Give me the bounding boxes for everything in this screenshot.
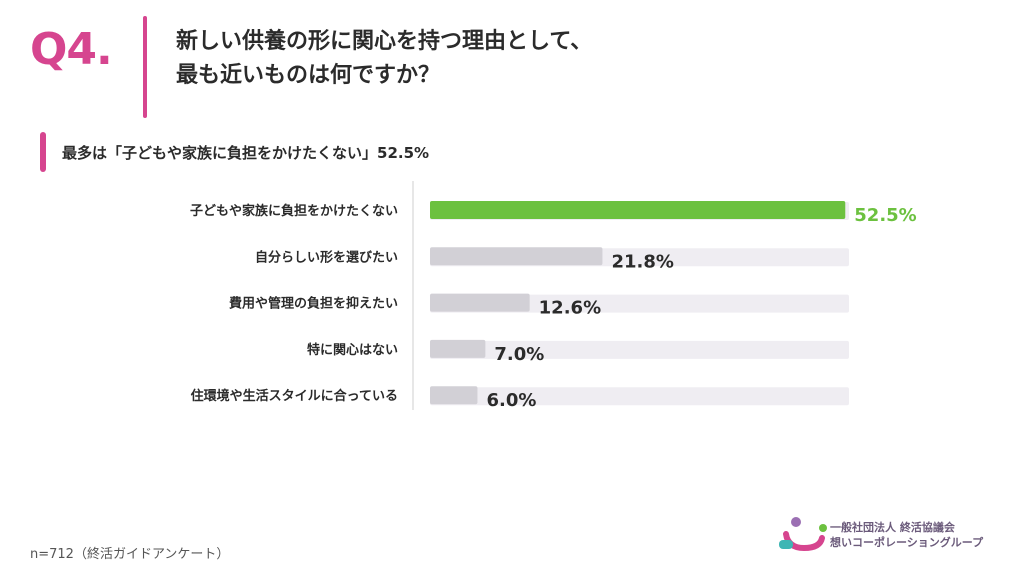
organization-logo-icon (779, 517, 827, 552)
question-title: 新しい供養の形に関心を持つ理由として、 最も近いものは何ですか？ (176, 25, 696, 93)
organization-name-line2: 想いコーポレーショングループ (830, 536, 984, 549)
bar-track (430, 387, 849, 406)
category-label: 費用や管理の負担を抑えたい (229, 296, 398, 312)
category-label: 子どもや家族に負担をかけたくない (190, 203, 398, 219)
value-label: 21.8% (611, 251, 673, 272)
organization-name: 一般社団法人 終活協議会 想いコーポレーショングループ (830, 520, 983, 550)
question-number: Q4. (30, 24, 113, 75)
category-label: 特に関心はない (307, 342, 398, 358)
bar-3 (430, 293, 530, 312)
bar-track (430, 294, 849, 313)
bar-track (430, 340, 849, 359)
category-label: 自分らしい形を選びたい (255, 249, 398, 265)
footnote: n=712（終活ガイドアンケート） (30, 547, 230, 562)
organization-name-line1: 一般社団法人 終活協議会 (830, 521, 955, 534)
value-label: 7.0% (494, 344, 544, 365)
title-divider (143, 16, 147, 118)
value-label: 52.5% (854, 205, 916, 226)
question-title-line1: 新しい供養の形に関心を持つ理由として、 (176, 29, 593, 54)
question-title-line2: 最も近いものは何ですか？ (176, 63, 441, 88)
bar-2 (430, 247, 603, 266)
bar-5 (430, 386, 478, 405)
category-label: 住環境や生活スタイルに合っている (191, 388, 398, 404)
summary-accent-bar (40, 132, 46, 172)
value-label: 6.0% (486, 390, 536, 411)
bar-4 (430, 339, 486, 358)
summary-text: 最多は「子どもや家族に負担をかけたくない」52.5% (62, 144, 430, 162)
value-label: 12.6% (539, 298, 601, 319)
bar-1 (430, 201, 846, 219)
